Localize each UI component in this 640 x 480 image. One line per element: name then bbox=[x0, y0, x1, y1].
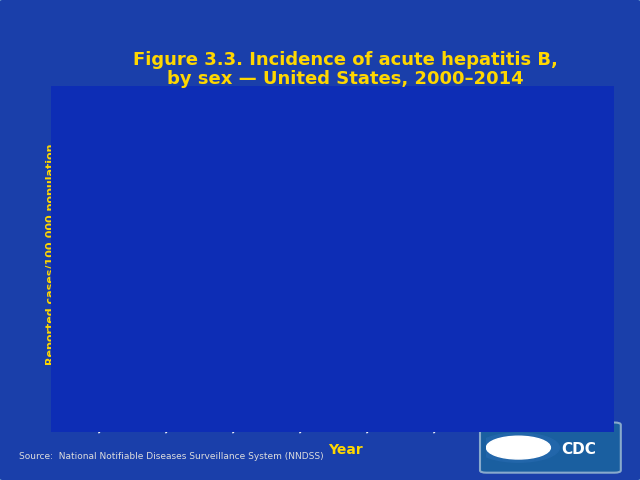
Male bbox=[470, 309, 478, 315]
Circle shape bbox=[486, 436, 550, 459]
Female bbox=[136, 252, 143, 257]
Female bbox=[102, 244, 110, 250]
Circle shape bbox=[477, 433, 559, 462]
Male bbox=[337, 262, 344, 268]
Text: by sex — United States, 2000–2014: by sex — United States, 2000–2014 bbox=[167, 70, 524, 88]
Female bbox=[170, 241, 177, 247]
Male bbox=[370, 273, 378, 279]
Female bbox=[571, 348, 579, 354]
Line: Female: Female bbox=[103, 240, 579, 355]
Male bbox=[102, 136, 110, 142]
Text: Source:  National Notifiable Diseases Surveillance System (NNDSS): Source: National Notifiable Diseases Sur… bbox=[19, 452, 324, 461]
Female bbox=[203, 252, 211, 257]
Male bbox=[203, 165, 211, 171]
Female bbox=[337, 313, 344, 319]
X-axis label: Year: Year bbox=[328, 443, 363, 457]
Female bbox=[437, 334, 445, 340]
Female bbox=[404, 334, 412, 340]
Female bbox=[470, 345, 478, 351]
Male bbox=[437, 298, 445, 304]
Text: CDC: CDC bbox=[561, 443, 596, 457]
Line: Male: Male bbox=[103, 136, 579, 319]
Female bbox=[270, 295, 278, 300]
Male bbox=[504, 309, 512, 315]
Male bbox=[404, 298, 412, 304]
Female bbox=[303, 313, 311, 319]
Legend: Male, Female: Male, Female bbox=[509, 120, 590, 163]
Male bbox=[236, 205, 244, 211]
Male bbox=[538, 309, 545, 315]
Male bbox=[270, 230, 278, 236]
Female bbox=[236, 284, 244, 289]
Male bbox=[303, 248, 311, 253]
Male bbox=[136, 144, 143, 149]
Female bbox=[370, 324, 378, 329]
Female bbox=[538, 345, 545, 351]
Male bbox=[170, 147, 177, 153]
Y-axis label: Reported cases/100,000 population: Reported cases/100,000 population bbox=[46, 144, 56, 365]
Text: Figure 3.3. Incidence of acute hepatitis B,: Figure 3.3. Incidence of acute hepatitis… bbox=[133, 51, 558, 69]
Female bbox=[504, 345, 512, 351]
Male bbox=[571, 313, 579, 319]
FancyBboxPatch shape bbox=[480, 422, 621, 473]
